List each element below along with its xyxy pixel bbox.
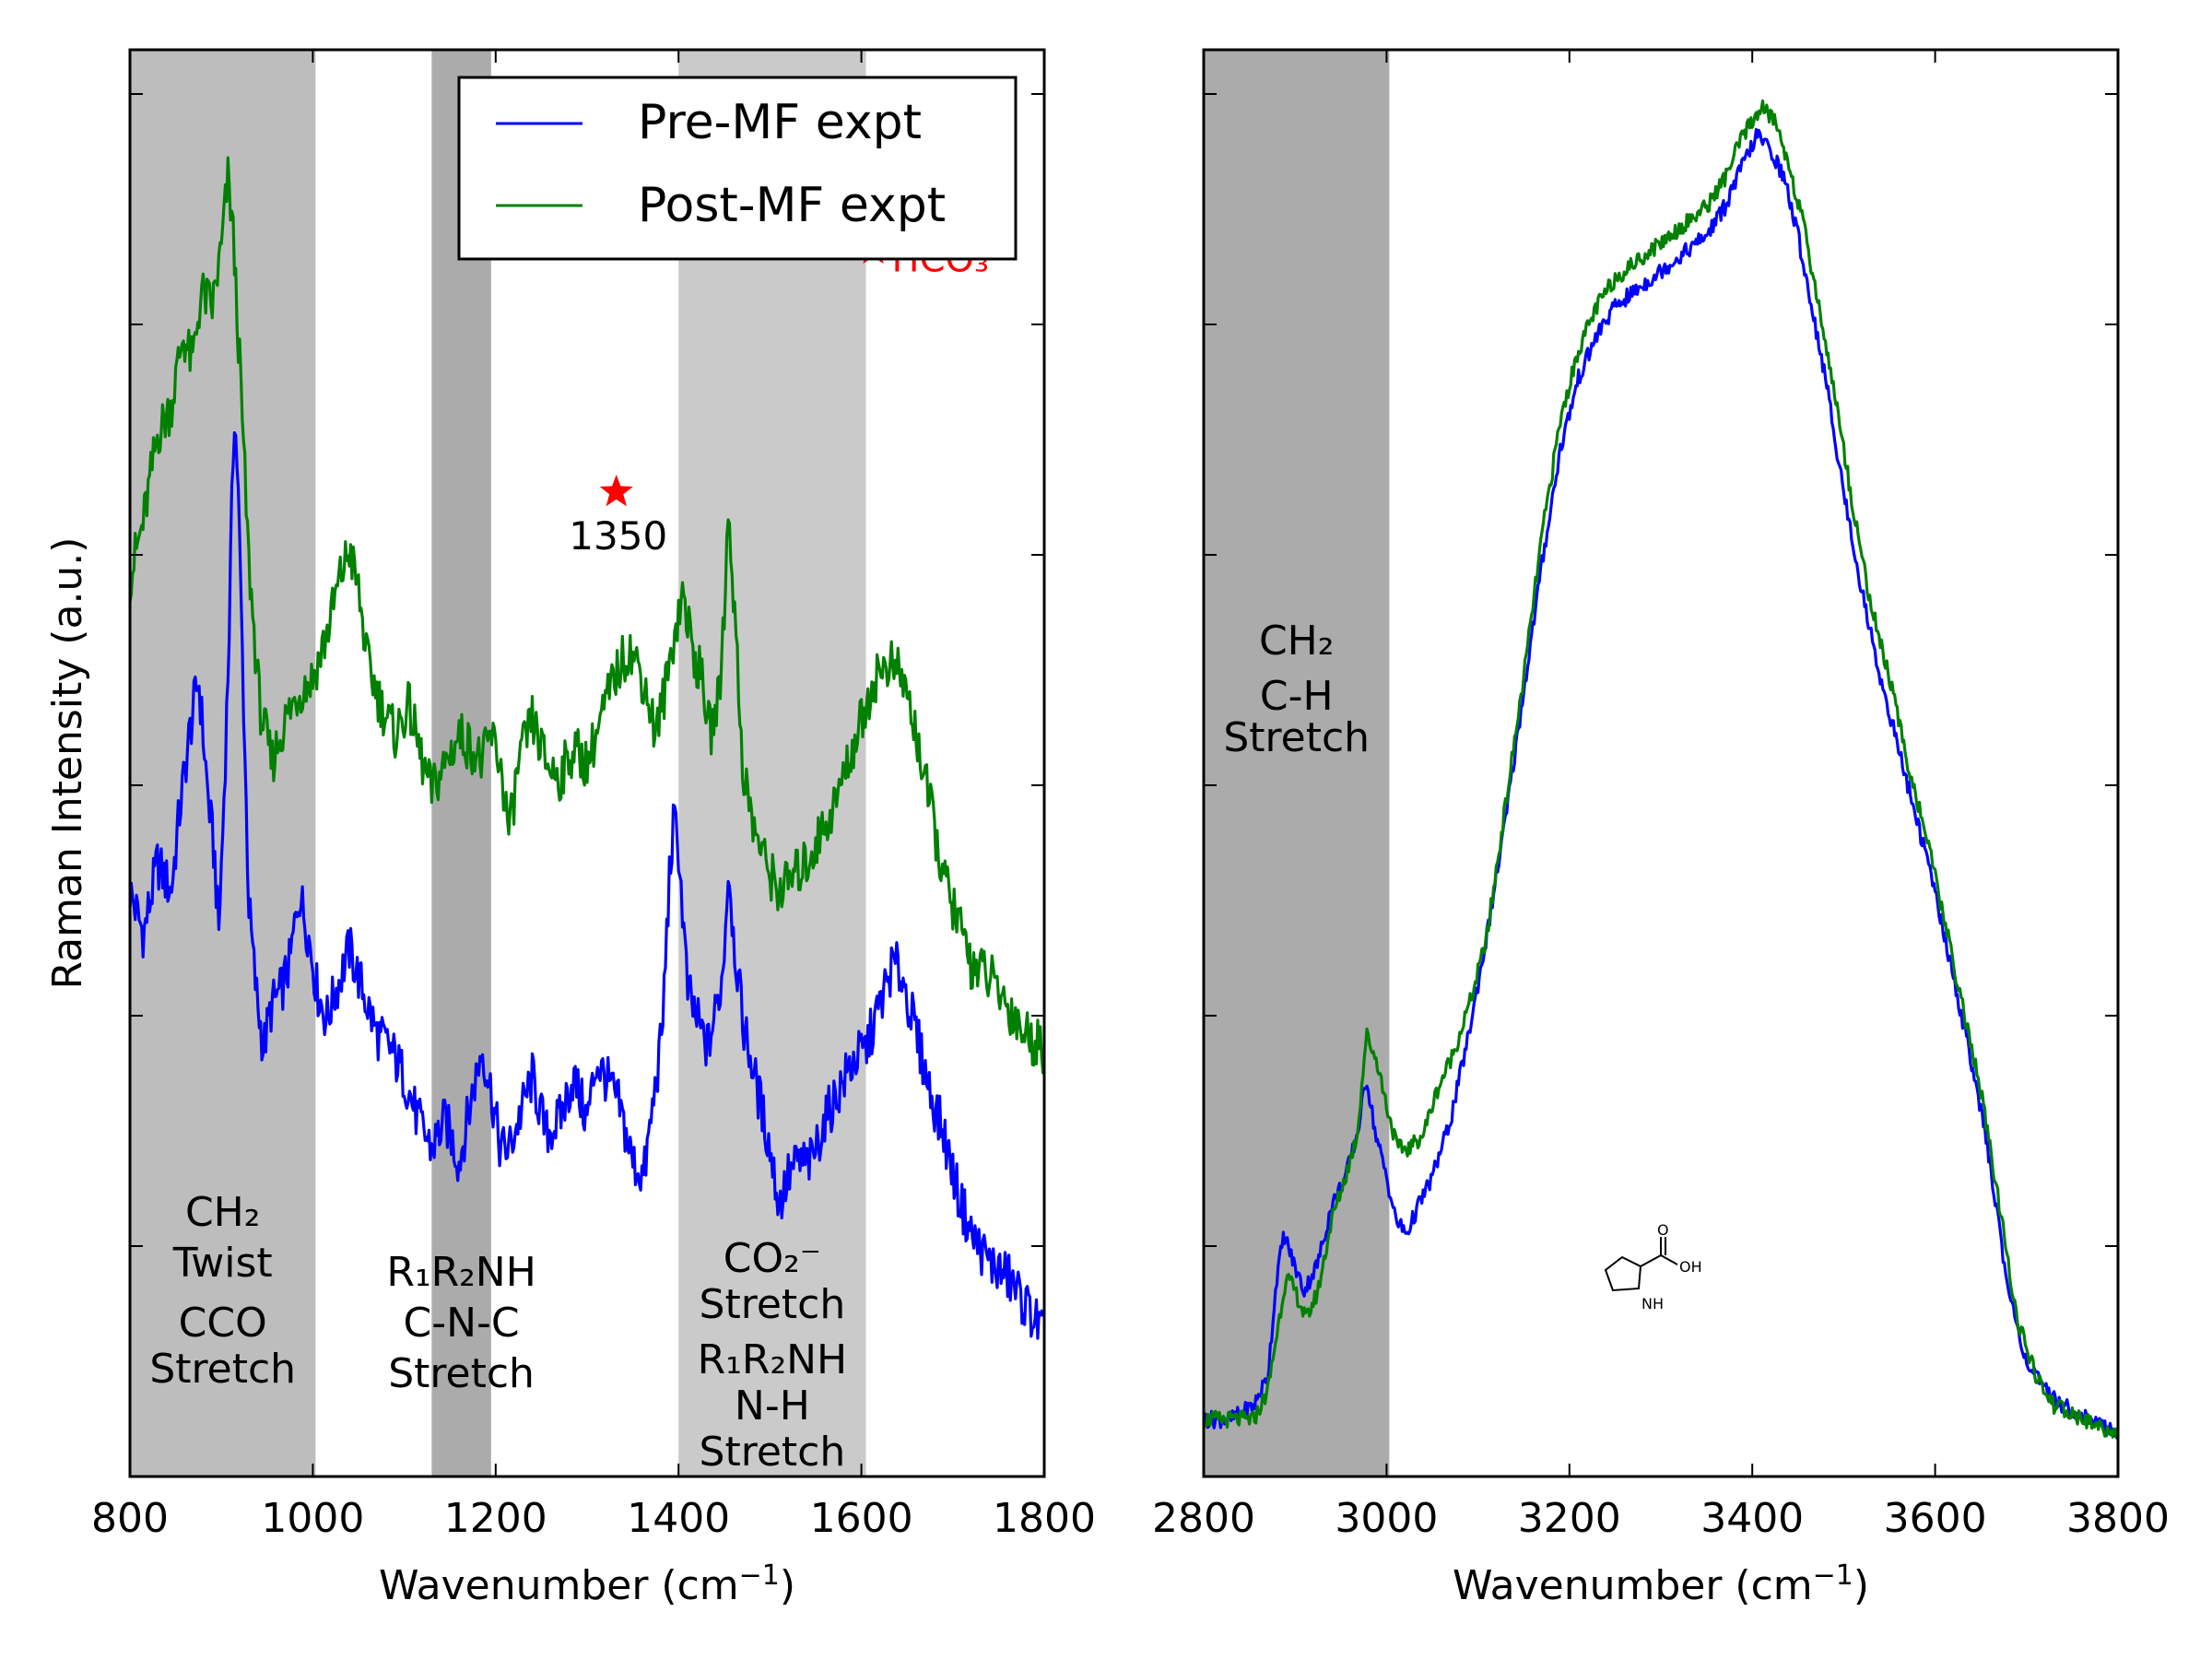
region-label: Stretch <box>700 1429 846 1476</box>
x-tick-label: 1200 <box>444 1495 547 1542</box>
annotation-1350: 1350 <box>569 474 667 559</box>
region-label: Stretch <box>149 1346 296 1393</box>
right-plot-frame <box>1202 48 2120 1478</box>
region-label: R₁R₂NH <box>386 1249 535 1296</box>
x-tick-label: 2800 <box>1152 1495 1255 1542</box>
shaded-band <box>678 50 866 1477</box>
left-x-axis-label: Wavenumber (cm−1) <box>379 1559 795 1609</box>
x-tick-label: 1600 <box>810 1495 913 1542</box>
series-line-post-mf <box>1202 99 2120 1440</box>
region-label: N-H <box>735 1382 810 1430</box>
region-label: CH₂ <box>185 1189 260 1236</box>
proline-structure-icon: O OH NH <box>1604 1221 1702 1312</box>
x-tick-label: 3200 <box>1518 1495 1621 1542</box>
legend-label-pre-mf: Pre-MF expt <box>638 95 922 150</box>
x-tick-label: 800 <box>91 1495 169 1542</box>
series-line-post-mf <box>128 156 1046 1075</box>
x-tick-label: 3600 <box>1884 1495 1987 1542</box>
region-label: C-N-C <box>404 1300 520 1347</box>
x-tick-label: 3000 <box>1335 1495 1438 1542</box>
region-label: R₁R₂NH <box>698 1336 847 1383</box>
x-tick-label: 3800 <box>2066 1495 2170 1542</box>
legend-box <box>457 76 1018 261</box>
x-tick-label: 1000 <box>261 1495 364 1542</box>
region-label: Stretch <box>388 1350 535 1397</box>
structure-label-nh: NH <box>1641 1295 1664 1312</box>
region-label: C-H <box>1260 673 1334 720</box>
red-star-icon <box>599 474 633 507</box>
region-label: CCO <box>179 1300 267 1347</box>
series-line-pre-mf <box>128 430 1046 1340</box>
x-tick-label: 1800 <box>993 1495 1096 1542</box>
region-label: Stretch <box>1223 714 1370 761</box>
legend-label-post-mf: Post-MF expt <box>638 178 946 233</box>
right-x-axis-label: Wavenumber (cm−1) <box>1453 1559 1869 1609</box>
region-label: Twist <box>172 1240 273 1287</box>
shaded-band <box>130 50 316 1477</box>
annotation-1350-label: 1350 <box>569 513 667 559</box>
structure-label-o: O <box>1657 1221 1669 1239</box>
left-chart-panel: CH₂TwistCCOStretchR₁R₂NHC-N-CStretchCO₂⁻… <box>44 48 1096 1609</box>
x-tick-label: 1400 <box>627 1495 730 1542</box>
region-label: CH₂ <box>1259 618 1334 665</box>
x-tick-label: 3400 <box>1700 1495 1804 1542</box>
structure-label-oh: OH <box>1679 1258 1702 1276</box>
shaded-band <box>1204 50 1390 1477</box>
region-label: Stretch <box>700 1281 846 1328</box>
left-y-axis-label: Raman Intensity (a.u.) <box>44 537 91 990</box>
legend: Pre-MF expt Post-MF expt <box>457 76 1018 261</box>
region-label: CO₂⁻ <box>724 1235 821 1282</box>
left-plot-frame <box>128 48 1046 1478</box>
